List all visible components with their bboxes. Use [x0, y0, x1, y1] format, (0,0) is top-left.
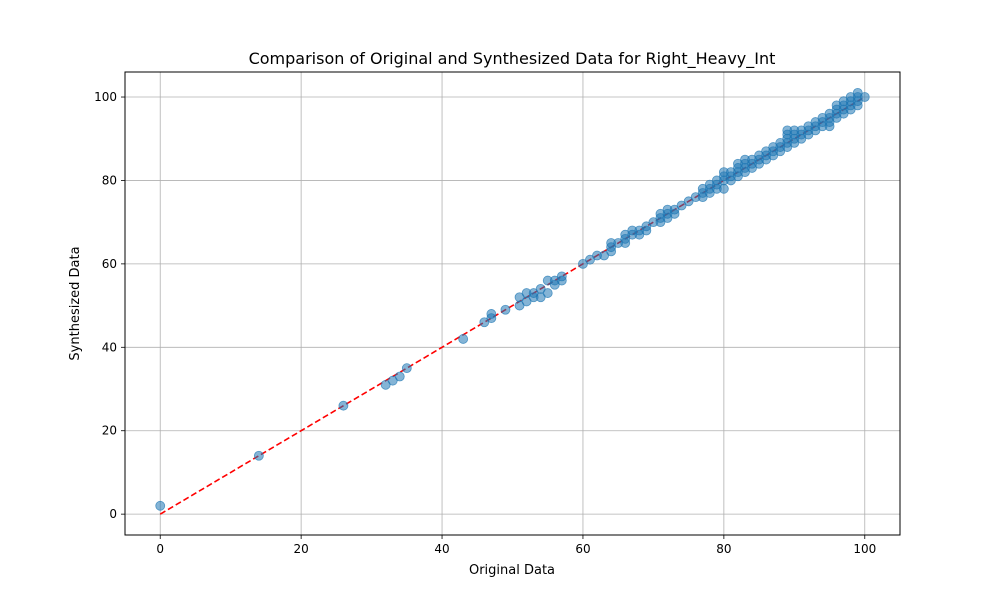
x-tick-label: 40: [434, 542, 449, 556]
plot-frame: [124, 71, 901, 536]
y-tick-label: 60: [102, 257, 117, 271]
axis-ticks: 0 20 40 60 80 100 0 20 40 60 80 100: [94, 90, 876, 556]
scatter-point: [486, 309, 497, 319]
scatter-point: [500, 304, 511, 315]
y-axis-label: Synthesized Data: [68, 246, 83, 360]
scatter-point: [338, 400, 349, 411]
x-tick-label: 0: [156, 542, 164, 556]
scatter-point: [458, 334, 469, 344]
scatter-point: [542, 288, 553, 298]
x-tick-label: 20: [293, 542, 308, 556]
x-axis-label: Original Data: [469, 563, 555, 578]
scatter-point: [394, 371, 405, 382]
chart-title: Comparison of Original and Synthesized D…: [249, 49, 776, 69]
y-tick-label: 100: [94, 90, 117, 104]
y-tick-label: 0: [109, 507, 117, 521]
x-tick-label: 80: [716, 542, 731, 556]
y-tick-label: 80: [102, 173, 117, 187]
reference-line-layer: [159, 96, 866, 515]
y-tick-label: 40: [102, 340, 117, 354]
x-tick-label: 100: [853, 542, 876, 556]
scatter-point: [859, 92, 870, 102]
reference-line: [159, 96, 866, 515]
x-tick-label: 60: [575, 542, 590, 556]
grid-lines: [125, 72, 900, 535]
scatter-point: [155, 500, 166, 511]
y-tick-label: 20: [102, 424, 117, 438]
scatter-point: [253, 450, 264, 461]
scatter-point: [718, 183, 729, 194]
scatter-point: [401, 363, 412, 374]
data-points: [155, 87, 870, 511]
scatter-point: [556, 271, 567, 282]
